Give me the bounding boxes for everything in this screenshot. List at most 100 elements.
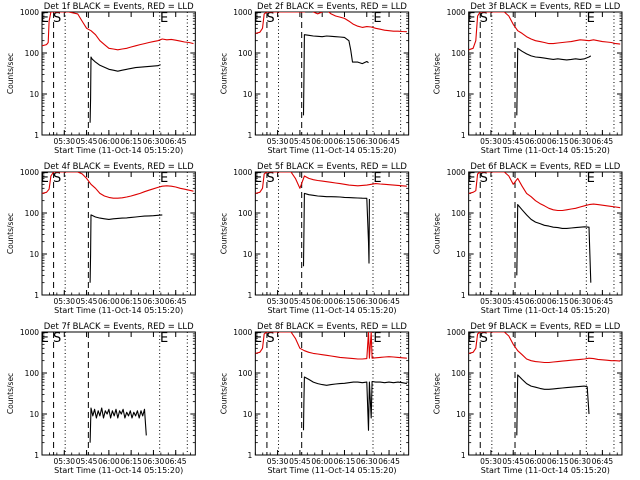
x-tick-label: 06:45 xyxy=(165,137,187,146)
x-tick-label: 06:30 xyxy=(569,297,591,306)
x-tick-label: 06:45 xyxy=(592,297,614,306)
plot-frame xyxy=(41,171,196,296)
phase-marker: S xyxy=(266,171,274,186)
y-tick-label: 100 xyxy=(238,49,253,58)
panel-title: Det 8f BLACK = Events, RED = LLD xyxy=(257,322,407,332)
y-tick-label: 1 xyxy=(34,451,39,460)
x-tick-label: 06:15 xyxy=(334,457,356,466)
y-axis-label: Counts/sec xyxy=(219,213,228,254)
x-tick-label: 06:00 xyxy=(525,137,547,146)
events-line xyxy=(89,407,147,443)
lld-line xyxy=(255,332,407,360)
events-line xyxy=(89,56,161,123)
y-tick-label: 100 xyxy=(238,209,253,218)
events-line xyxy=(516,47,592,116)
x-tick-label: 05:30 xyxy=(480,297,502,306)
x-tick-label: 06:00 xyxy=(98,457,120,466)
phase-marker: E xyxy=(41,331,49,346)
panel-det-2: Det 2f BLACK = Events, RED = LLD 1 10 100 10… xyxy=(219,2,410,155)
plot-frame xyxy=(254,171,410,296)
panel-det-4: Det 4f BLACK = Events, RED = LLD 1 10 100 10… xyxy=(6,162,196,315)
phase-marker: S xyxy=(480,171,488,186)
x-tick-label: 06:15 xyxy=(334,297,356,306)
y-tick-label: 1 xyxy=(248,291,253,300)
phase-marker: S xyxy=(266,11,274,26)
x-tick-label: 06:15 xyxy=(547,137,569,146)
x-tick-label: 06:30 xyxy=(143,137,165,146)
x-tick-label: 05:30 xyxy=(267,457,289,466)
series-group xyxy=(255,332,408,431)
phase-marker: E xyxy=(467,331,475,346)
x-tick-label: 06:30 xyxy=(143,457,165,466)
series-group xyxy=(89,407,147,443)
series-group xyxy=(468,332,621,436)
x-tick-label: 06:00 xyxy=(525,297,547,306)
x-tick-label: 05:45 xyxy=(76,137,98,146)
x-tick-label: 06:00 xyxy=(311,137,333,146)
x-tick-label: 06:30 xyxy=(143,297,165,306)
x-tick-label: 06:30 xyxy=(356,297,378,306)
lld-line xyxy=(42,12,194,51)
y-tick-label: 1 xyxy=(34,131,39,140)
y-tick-label: 10 xyxy=(29,250,39,259)
y-axis-label: Counts/sec xyxy=(6,213,15,254)
y-axis-label: Counts/sec xyxy=(219,53,228,94)
x-tick-label: 05:45 xyxy=(289,457,311,466)
y-tick-label: 1000 xyxy=(447,328,466,337)
x-tick-label: 05:30 xyxy=(267,297,289,306)
x-tick-label: 06:15 xyxy=(120,457,142,466)
panel-det-6: Det 6f BLACK = Events, RED = LLD 1 10 100 10… xyxy=(433,162,623,315)
x-axis-label: Start Time (11-Oct-14 05:15:20) xyxy=(54,466,183,475)
phase-marker: S xyxy=(480,11,488,26)
y-tick-label: 100 xyxy=(451,209,466,218)
x-tick-label: 05:45 xyxy=(76,457,98,466)
y-tick-label: 10 xyxy=(29,410,39,419)
events-line xyxy=(302,192,370,267)
phase-marker: E xyxy=(254,171,262,186)
series-group xyxy=(255,12,407,116)
phase-marker: S xyxy=(266,331,274,346)
x-tick-label: 06:00 xyxy=(98,137,120,146)
phase-marker: E xyxy=(254,11,262,26)
panel-det-3: Det 3f BLACK = Events, RED = LLD 1 10 100 10… xyxy=(433,2,623,155)
lld-line xyxy=(255,12,407,34)
panel-title: Det 3f BLACK = Events, RED = LLD xyxy=(470,2,620,12)
panel-title: Det 1f BLACK = Events, RED = LLD xyxy=(44,2,194,12)
events-line xyxy=(302,376,408,431)
x-axis-label: Start Time (11-Oct-14 05:15:20) xyxy=(481,306,610,315)
x-tick-label: 06:15 xyxy=(547,297,569,306)
x-tick-label: 05:45 xyxy=(289,137,311,146)
events-line xyxy=(516,204,592,283)
y-tick-label: 1 xyxy=(461,451,466,460)
plot-frame xyxy=(254,331,410,456)
y-tick-label: 1000 xyxy=(233,168,252,177)
lld-line xyxy=(255,172,407,194)
phase-marker: S xyxy=(53,11,61,26)
x-tick-label: 06:00 xyxy=(311,457,333,466)
x-tick-label: 06:00 xyxy=(311,297,333,306)
series-group xyxy=(42,12,194,123)
panel-title: Det 9f BLACK = Events, RED = LLD xyxy=(470,322,620,332)
x-tick-label: 06:30 xyxy=(569,137,591,146)
phase-marker: E xyxy=(160,171,168,186)
x-tick-label: 05:45 xyxy=(76,297,98,306)
plot-frame xyxy=(254,11,410,136)
y-tick-label: 1000 xyxy=(447,168,466,177)
x-tick-label: 06:45 xyxy=(592,457,614,466)
x-tick-label: 06:00 xyxy=(525,457,547,466)
panel-det-7: Det 7f BLACK = Events, RED = LLD 1 10 100 10… xyxy=(6,322,196,475)
lld-line xyxy=(468,332,621,364)
plot-frame xyxy=(41,331,196,456)
y-tick-label: 1000 xyxy=(20,8,39,17)
x-tick-label: 06:15 xyxy=(120,137,142,146)
y-tick-label: 1 xyxy=(461,291,466,300)
plot-frame xyxy=(468,331,623,456)
x-axis-label: Start Time (11-Oct-14 05:15:20) xyxy=(481,466,610,475)
panel-title: Det 6f BLACK = Events, RED = LLD xyxy=(470,162,620,172)
phase-marker: E xyxy=(373,171,381,186)
phase-marker: S xyxy=(53,331,61,346)
x-tick-label: 05:30 xyxy=(480,457,502,466)
y-tick-label: 10 xyxy=(456,250,466,259)
y-tick-label: 1000 xyxy=(20,168,39,177)
